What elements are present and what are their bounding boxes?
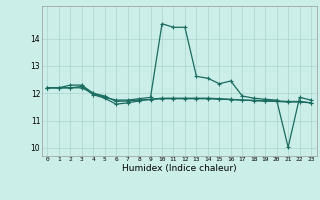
X-axis label: Humidex (Indice chaleur): Humidex (Indice chaleur)	[122, 164, 236, 173]
